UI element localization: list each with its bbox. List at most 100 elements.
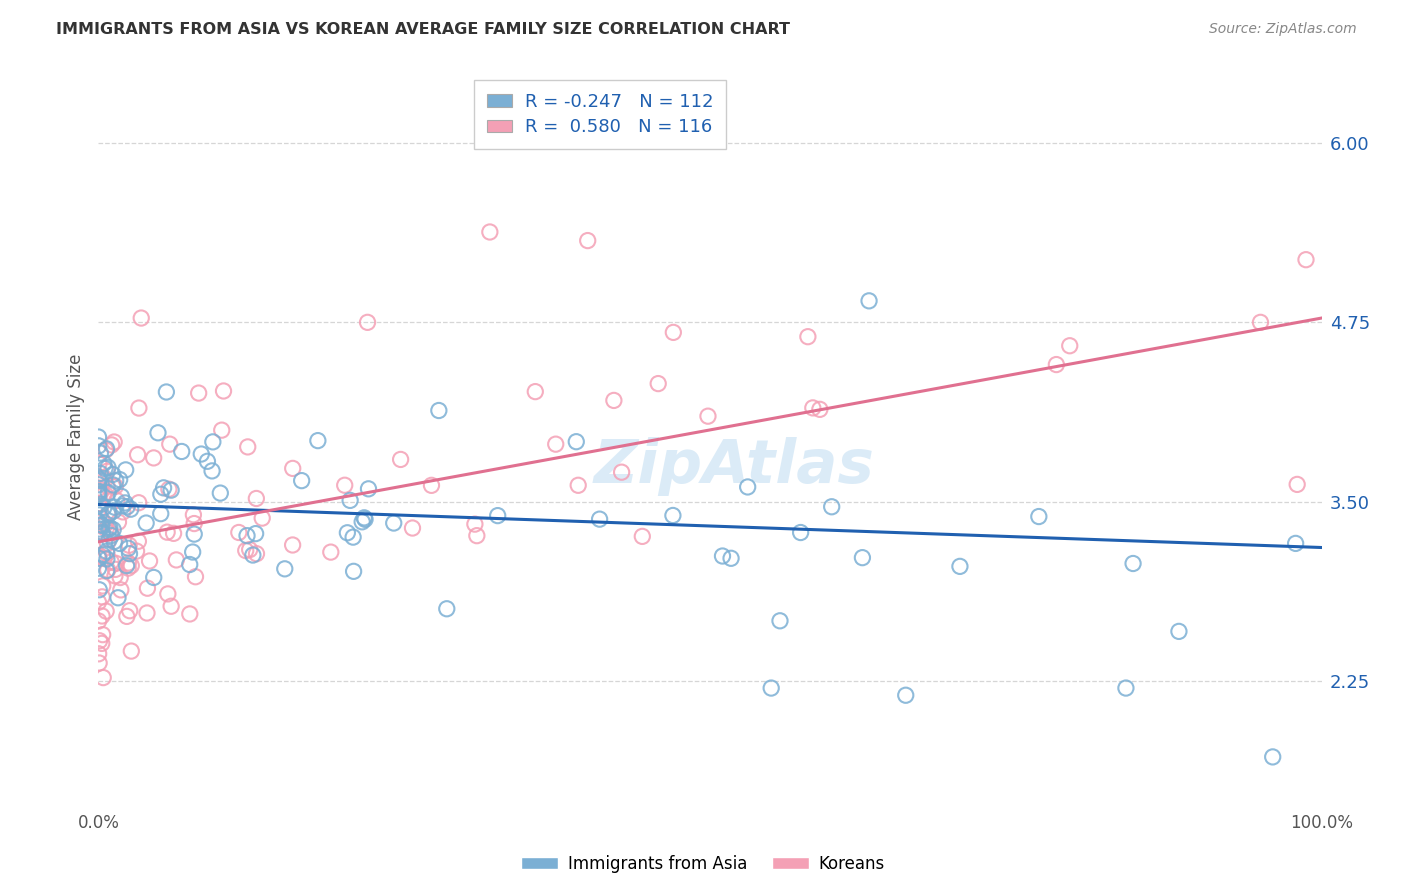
Point (1261, 750, 1284, 764)
Point (228, 525, 250, 540)
Point (135, 516, 157, 530)
Point (179, 558, 201, 572)
Point (183, 508, 205, 522)
Legend: Immigrants from Asia, Koreans: Immigrants from Asia, Koreans (515, 848, 891, 880)
Point (96, 536, 118, 550)
Point (281, 461, 304, 475)
Point (808, 402, 831, 417)
Point (101, 467, 124, 482)
Point (87, 515, 110, 529)
Point (100, 555, 122, 569)
Point (89, 582, 111, 597)
Point (179, 607, 201, 621)
Point (91, 579, 114, 593)
Point (187, 386, 209, 401)
Point (1285, 536, 1308, 550)
Point (94, 443, 117, 458)
Point (128, 496, 150, 510)
Text: ZipAtlas: ZipAtlas (595, 437, 875, 496)
Point (93, 473, 115, 487)
Point (97, 563, 120, 577)
Point (339, 493, 361, 508)
Point (159, 437, 181, 451)
Point (91, 590, 114, 604)
Point (357, 482, 380, 496)
Point (181, 545, 204, 559)
Point (401, 521, 423, 535)
Point (201, 434, 224, 449)
Point (114, 496, 136, 510)
Point (631, 529, 654, 543)
Point (184, 570, 207, 584)
Point (821, 500, 844, 514)
Point (89, 633, 111, 648)
Point (336, 525, 359, 540)
Point (353, 511, 375, 525)
Point (96, 604, 118, 618)
Point (90, 511, 112, 525)
Point (93, 500, 115, 515)
Point (711, 549, 734, 563)
Point (97, 485, 120, 500)
Point (160, 483, 183, 497)
Point (789, 525, 811, 540)
Point (127, 448, 149, 462)
Point (603, 393, 626, 408)
Point (87, 488, 110, 502)
Point (201, 464, 224, 478)
Point (183, 527, 205, 541)
Point (697, 409, 720, 424)
Point (209, 486, 232, 500)
Point (96, 564, 118, 578)
Point (89, 467, 111, 481)
Point (108, 473, 131, 487)
Point (120, 644, 142, 658)
Point (352, 515, 374, 529)
Point (87, 551, 110, 566)
Point (89, 488, 111, 502)
Point (737, 480, 759, 494)
Point (115, 500, 138, 514)
Point (89, 508, 111, 522)
Point (111, 499, 134, 513)
Point (105, 493, 128, 508)
Point (342, 530, 364, 544)
Point (87, 549, 110, 563)
Point (342, 565, 364, 579)
Point (291, 474, 314, 488)
Point (104, 569, 127, 583)
Point (103, 534, 125, 549)
Point (90, 497, 112, 511)
Point (89, 500, 111, 515)
Point (245, 491, 267, 506)
Point (1167, 624, 1189, 639)
Point (136, 606, 159, 620)
Point (647, 376, 669, 391)
Point (103, 504, 125, 518)
Point (524, 384, 547, 399)
Point (274, 562, 297, 576)
Point (100, 528, 122, 542)
Point (87, 481, 110, 495)
Point (183, 516, 205, 531)
Point (104, 562, 127, 576)
Point (96, 522, 118, 536)
Point (588, 512, 610, 526)
Point (91, 526, 114, 541)
Point (1250, 315, 1272, 329)
Point (103, 523, 125, 537)
Point (93, 470, 115, 484)
Point (98, 507, 121, 521)
Point (96, 464, 118, 478)
Point (101, 478, 124, 492)
Point (801, 401, 824, 415)
Point (100, 438, 122, 452)
Point (107, 591, 129, 605)
Point (96, 544, 118, 558)
Point (115, 558, 138, 573)
Point (117, 556, 139, 570)
Point (91, 671, 114, 685)
Point (97, 522, 120, 536)
Point (118, 538, 141, 552)
Point (93, 551, 115, 566)
